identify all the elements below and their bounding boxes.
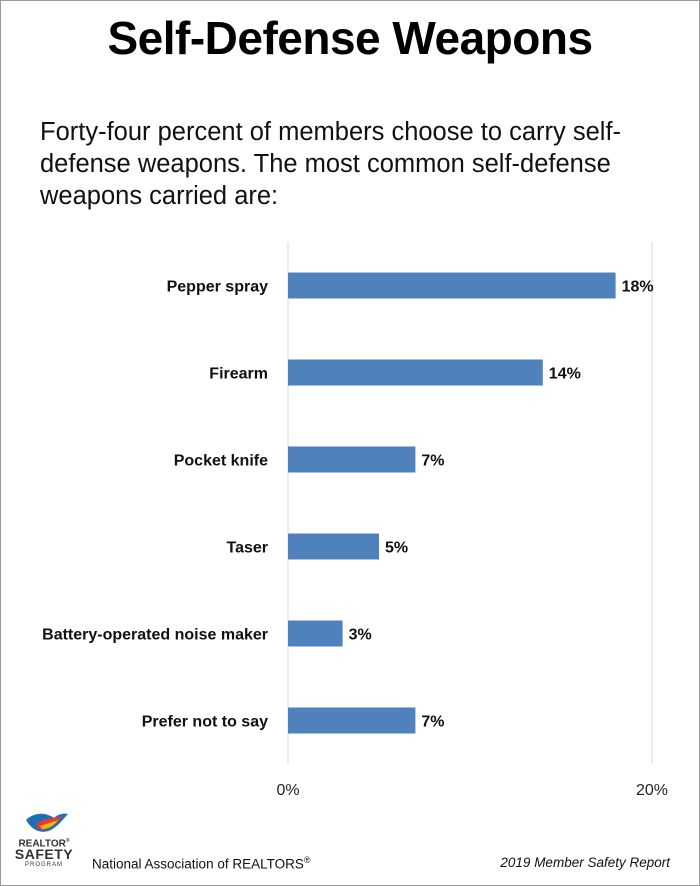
category-label: Firearm: [209, 366, 268, 383]
bar: [288, 620, 343, 647]
footer-organization: National Association of REALTORS®: [92, 855, 311, 872]
logo-line1: REALTOR®: [18, 838, 70, 850]
category-label: Pepper spray: [167, 279, 268, 296]
chart-subtitle: Forty-four percent of members choose to …: [40, 118, 622, 210]
realtor-safety-logo: REALTOR® SAFETY PROGRAM: [14, 810, 74, 882]
data-label: 7%: [421, 714, 444, 731]
data-label: 3%: [349, 627, 372, 644]
x-tick-label: 20%: [636, 782, 668, 799]
category-label: Battery-operated noise maker: [42, 627, 268, 644]
bar: [288, 446, 416, 473]
data-label: 14%: [549, 366, 581, 383]
bar: [288, 707, 416, 734]
data-label: 7%: [421, 453, 444, 470]
category-label: Prefer not to say: [142, 714, 268, 731]
footer-report: 2019 Member Safety Report: [500, 855, 670, 870]
bar: [288, 533, 379, 560]
logo-line3: PROGRAM: [24, 862, 63, 868]
bar: [288, 359, 543, 386]
data-label: 18%: [622, 279, 654, 296]
category-label: Taser: [226, 540, 268, 557]
x-tick-label: 0%: [276, 782, 299, 799]
page-title: Self-Defense Weapons: [107, 12, 593, 64]
logo-line2: SAFETY: [14, 846, 74, 862]
data-label: 5%: [385, 540, 408, 557]
bar: [288, 272, 616, 299]
category-label: Pocket knife: [174, 453, 268, 470]
dove-icon: [26, 813, 68, 832]
